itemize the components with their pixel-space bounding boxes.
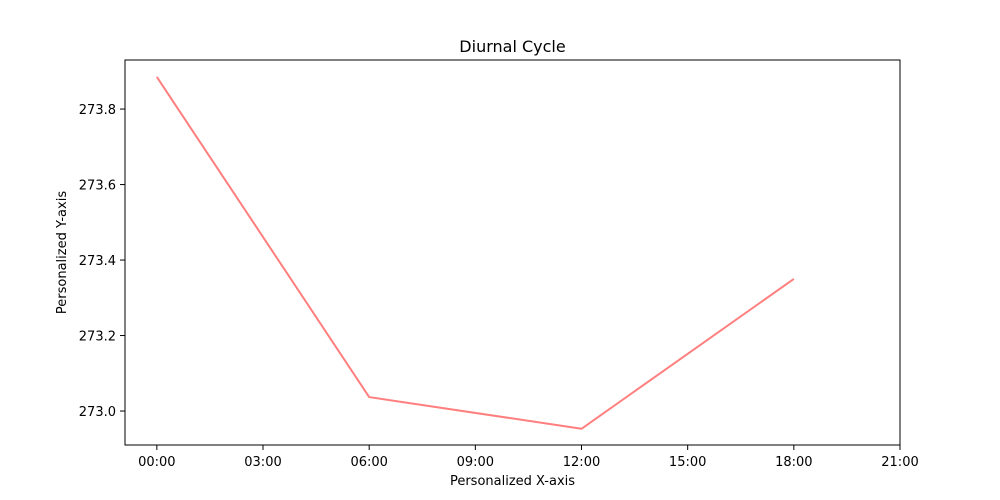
plot-area-frame xyxy=(124,59,901,446)
y-tick-label: 273.4 xyxy=(79,254,116,269)
x-tick-label: 15:00 xyxy=(669,455,706,470)
x-tick-label: 06:00 xyxy=(350,455,387,470)
x-tick-label: 12:00 xyxy=(563,455,600,470)
series-layer xyxy=(156,76,795,430)
y-tick-label: 273.8 xyxy=(79,103,116,118)
x-tick-label: 03:00 xyxy=(244,455,281,470)
x-tick-label: 09:00 xyxy=(457,455,494,470)
x-tick-label: 18:00 xyxy=(775,455,812,470)
x-axis-ticks: 00:00 03:00 06:00 09:00 12:00 15:00 18:00 21:00 xyxy=(138,445,919,470)
x-tick-label: 00:00 xyxy=(138,455,175,470)
y-tick-label: 273.0 xyxy=(79,405,116,420)
y-tick-label: 273.2 xyxy=(79,330,116,345)
chart-title: Diurnal Cycle xyxy=(459,37,565,56)
y-tick-label: 273.6 xyxy=(79,179,116,194)
x-tick-label: 21:00 xyxy=(881,455,918,470)
y-axis-ticks: 273.0 273.2 273.4 273.6 273.8 xyxy=(79,103,125,420)
x-axis-label: Personalized X-axis xyxy=(450,474,575,489)
series-line xyxy=(156,76,795,430)
y-axis-label: Personalized Y-axis xyxy=(55,191,70,314)
